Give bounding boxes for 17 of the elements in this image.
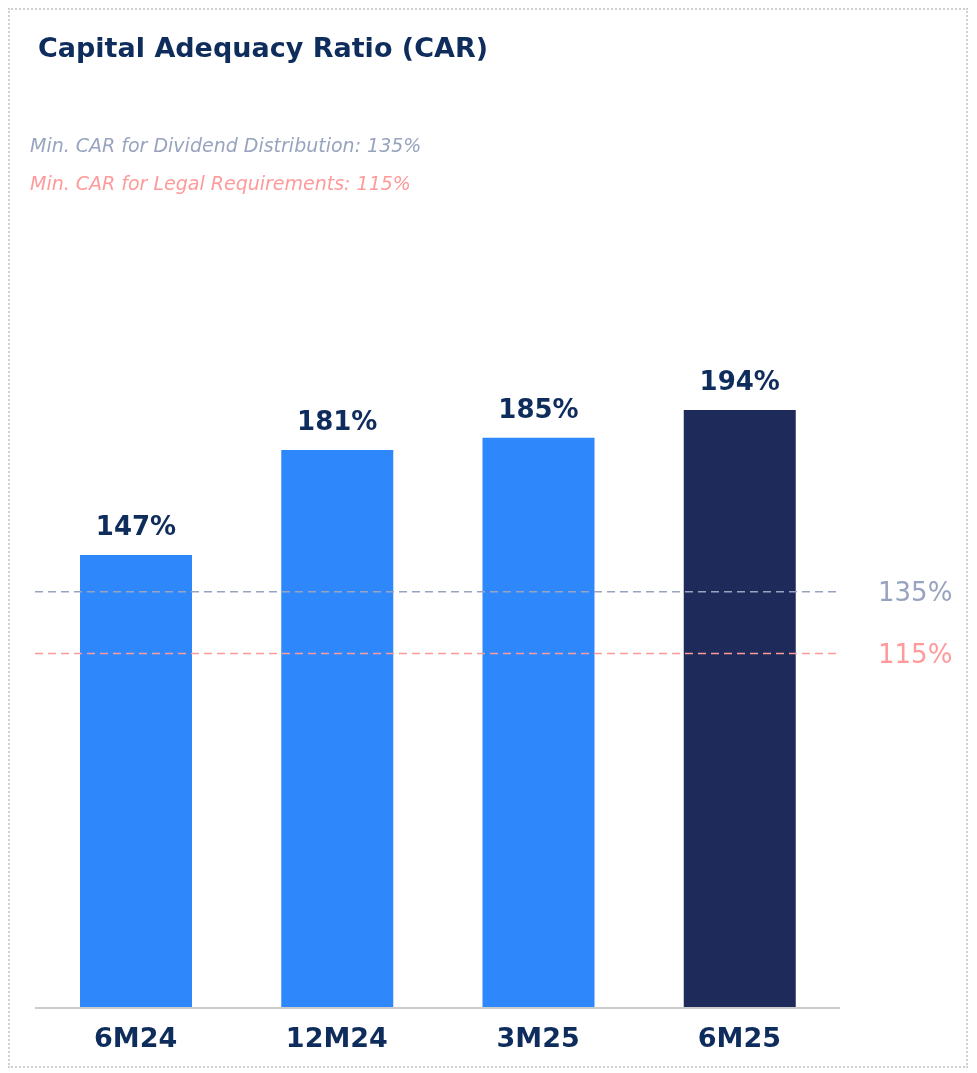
- bar: [683, 410, 796, 1008]
- ref-line-label: 115%: [878, 638, 953, 669]
- data-label: 185%: [498, 393, 579, 424]
- bar: [281, 450, 394, 1008]
- chart-title: Capital Adequacy Ratio (CAR): [38, 32, 489, 63]
- bar: [80, 554, 192, 1008]
- data-label: 194%: [699, 366, 780, 396]
- ref-line-label: 135%: [878, 577, 953, 608]
- data-label: 147%: [95, 510, 177, 541]
- bar: [482, 437, 595, 1008]
- text: Min. CAR for Dividend Distribution: 135%: [30, 134, 422, 156]
- text: Min. CAR for Legal Requirements: 115%: [30, 172, 411, 194]
- x-tick-label: 12M24: [285, 1022, 388, 1054]
- x-tick-label: 6M24: [94, 1022, 178, 1054]
- data-label: 181%: [297, 406, 378, 437]
- x-tick-label: 3M25: [496, 1022, 580, 1054]
- x-tick-label: 6M25: [697, 1022, 781, 1054]
